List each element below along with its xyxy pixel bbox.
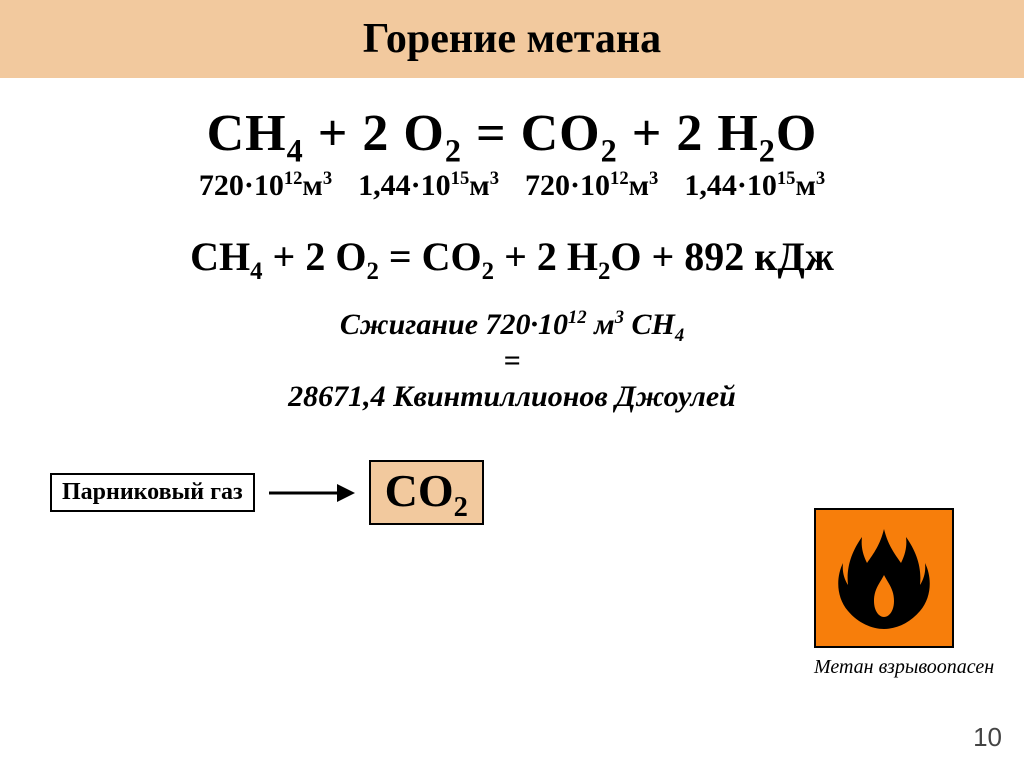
co2-box: СО2: [369, 460, 484, 525]
thermo-ch4: СН: [190, 234, 250, 279]
slide-title: Горение метана: [363, 15, 661, 63]
main-equation: СН4 + 2 О2 = СО2 + 2 Н2О: [40, 104, 984, 163]
eq-plus1: + 2 О: [304, 105, 445, 162]
equals-line: =: [40, 344, 984, 378]
vol-3: 720·1012 м3: [525, 169, 658, 203]
quintillions-line: 28671,4 Квинтиллионов Джоулей: [40, 380, 984, 414]
page-number: 10: [973, 722, 1002, 753]
arrow-icon: [269, 480, 355, 506]
eq-plus2: + 2 Н: [618, 105, 759, 162]
eq-ch4-sub: 4: [287, 132, 304, 168]
flammable-sign: [814, 508, 954, 648]
burning-line: Сжигание 720·1012 м3 СН4: [40, 308, 984, 342]
volumes-row: 720·1012 м3 1,44·1015 м3 720·1012 м3 1,4…: [40, 169, 984, 203]
slide-content: СН4 + 2 О2 = СО2 + 2 Н2О 720·1012 м3 1,4…: [0, 78, 1024, 525]
eq-o2-sub: 2: [445, 132, 462, 168]
eq-o: О: [776, 105, 817, 162]
eq-co2-sub: 2: [601, 132, 618, 168]
vol-1: 720·1012 м3: [199, 169, 332, 203]
hazard-block: Метан взрывоопасен: [814, 508, 954, 679]
thermo-equation: СН4 + 2 О2 = СО2 + 2 Н2О + 892 кДж: [40, 233, 984, 280]
vol-2: 1,44·1015 м3: [358, 169, 499, 203]
hazard-caption: Метан взрывоопасен: [814, 656, 954, 679]
eq-eq: = СО: [462, 105, 601, 162]
eq-h2-sub: 2: [759, 132, 776, 168]
flame-icon: [834, 523, 934, 633]
eq-ch4: СН: [207, 105, 287, 162]
vol-4: 1,44·1015 м3: [684, 169, 825, 203]
greenhouse-gas-box: Парниковый газ: [50, 473, 255, 512]
title-bar: Горение метана: [0, 0, 1024, 78]
